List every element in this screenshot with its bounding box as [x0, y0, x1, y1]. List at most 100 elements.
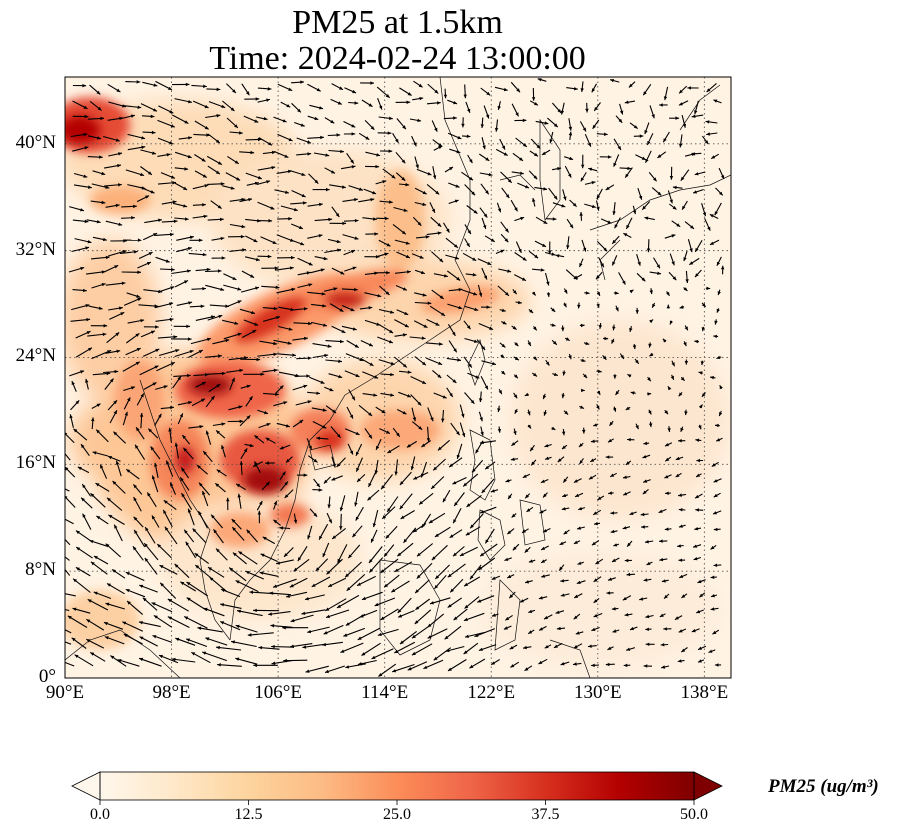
wind-vector-head — [340, 339, 344, 344]
wind-vector-head — [357, 636, 362, 640]
wind-vector — [325, 609, 350, 619]
wind-vector-head — [618, 118, 623, 123]
wind-vector-head — [80, 266, 85, 271]
wind-vector-head — [337, 558, 341, 563]
wind-vector-head — [67, 615, 72, 620]
wind-vector-head — [417, 401, 422, 406]
wind-vector-head — [307, 152, 312, 156]
wind-vector-head — [691, 152, 695, 156]
wind-vector-head — [540, 268, 545, 272]
wind-vector-head — [399, 505, 404, 510]
wind-vector — [65, 661, 75, 667]
wind-vector — [186, 597, 208, 611]
wind-vector-head — [557, 458, 562, 463]
wind-vector-head — [610, 511, 615, 515]
wind-vector-head — [153, 83, 158, 87]
wind-vector-head — [314, 116, 319, 121]
wind-vector-head — [397, 609, 402, 613]
wind-vector-head — [620, 354, 624, 359]
wind-vector-head — [169, 302, 173, 306]
wind-vector-head — [527, 342, 531, 346]
wind-vector-head — [472, 257, 477, 261]
wind-vector-head — [268, 142, 273, 146]
wind-vector-head — [202, 490, 206, 495]
wind-vector-head — [139, 413, 144, 417]
wind-vector-head — [579, 460, 583, 464]
wind-vector-head — [387, 131, 392, 135]
wind-vector-head — [169, 141, 174, 145]
wind-vector-head — [375, 164, 380, 169]
wind-vector-head — [625, 406, 630, 410]
wind-vector-head — [289, 584, 294, 588]
wind-vector-head — [548, 250, 552, 255]
wind-vector-head — [183, 186, 188, 190]
wind-vector-head — [155, 325, 159, 329]
wind-vector-head — [474, 307, 479, 311]
wind-vector-head — [553, 372, 558, 376]
wind-vector — [474, 628, 496, 638]
wind-vector-head — [693, 544, 698, 548]
wind-vector-head — [679, 574, 684, 578]
wind-vector-head — [414, 620, 419, 624]
wind-vector-head — [677, 544, 681, 548]
wind-vector-head — [528, 609, 533, 613]
wind-vector-head — [407, 92, 412, 96]
wind-vector-head — [85, 378, 89, 383]
wind-vector-head — [563, 289, 568, 294]
wind-vector-head — [623, 475, 627, 479]
wind-vector-head — [175, 349, 180, 353]
wind-vector-head — [286, 458, 290, 463]
wind-vector-head — [379, 105, 383, 110]
wind-vector-head — [611, 607, 616, 611]
wind-vector-head — [693, 557, 698, 561]
wind-vector-head — [145, 195, 150, 199]
wind-vector-head — [543, 411, 547, 416]
wind-vector-head — [437, 374, 442, 378]
wind-vector-head — [594, 107, 598, 111]
wind-vector-head — [83, 174, 88, 178]
wind-vector-head — [220, 603, 225, 607]
wind-vector-head — [274, 266, 279, 270]
wind-vector-head — [181, 467, 185, 472]
wind-vector-head — [580, 405, 584, 409]
wind-vector-head — [656, 264, 660, 269]
wind-vector-head — [487, 261, 492, 265]
wind-vector-head — [475, 449, 479, 454]
wind-vector-head — [464, 604, 469, 609]
wind-vector-head — [505, 194, 510, 199]
wind-vector-head — [348, 554, 352, 559]
wind-vector-head — [632, 345, 637, 350]
wind-vector-head — [696, 458, 700, 463]
wind-vector-head — [623, 492, 628, 496]
wind-vector-head — [433, 656, 438, 661]
wind-vector-head — [206, 133, 210, 137]
wind-vector-head — [561, 204, 566, 208]
colorbar-tick-label: 0.0 — [90, 806, 110, 823]
wind-vector-head — [237, 493, 241, 498]
wind-vector-head — [236, 483, 241, 488]
wind-vector-head — [641, 156, 646, 160]
wind-vector-head — [226, 497, 230, 502]
wind-vector-head — [373, 217, 377, 221]
wind-vector-head — [592, 124, 597, 129]
wind-vector-head — [717, 291, 721, 296]
wind-vector-head — [125, 589, 130, 593]
wind-vector — [235, 624, 258, 633]
wind-vector-head — [591, 663, 595, 668]
wind-vector-head — [345, 573, 349, 578]
wind-vector-head — [582, 127, 586, 132]
wind-vector — [203, 607, 225, 617]
wind-vector-head — [522, 118, 527, 123]
wind-vector-head — [266, 423, 271, 427]
wind-vector — [340, 642, 364, 654]
wind-vector-head — [170, 362, 175, 366]
wind-vector-head — [695, 508, 699, 512]
wind-vector-head — [642, 490, 647, 495]
wind-vector-head — [456, 149, 461, 154]
wind-vector-head — [610, 473, 615, 477]
wind-vector-head — [204, 126, 209, 130]
wind-vector-head — [593, 511, 598, 515]
wind-vector-head — [605, 186, 610, 190]
wind-vector — [230, 640, 257, 648]
wind-vector-head — [137, 297, 142, 302]
